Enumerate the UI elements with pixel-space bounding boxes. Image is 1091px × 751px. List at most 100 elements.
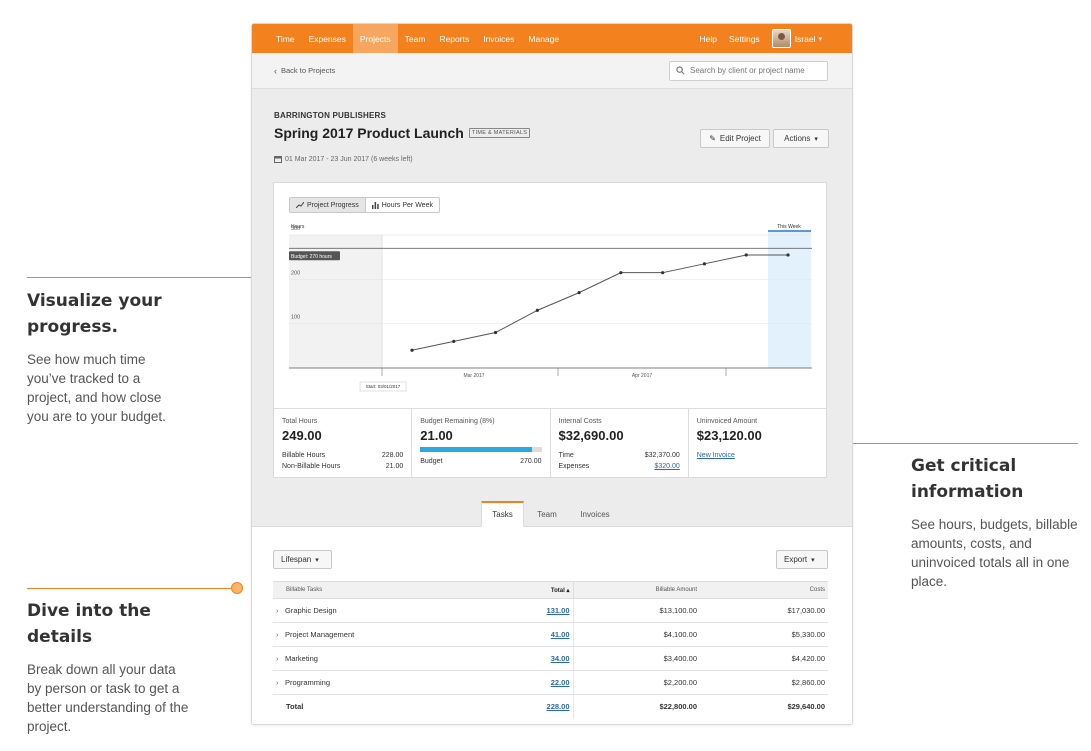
stat-total-hours: Total Hours 249.00 Billable Hours 228.00 … bbox=[274, 409, 413, 478]
lifespan-select[interactable]: Lifespan ▾ bbox=[273, 550, 332, 569]
task-name: Programming bbox=[285, 678, 331, 687]
start-label: Start: 03/01/2017 bbox=[366, 384, 401, 389]
actions-label: Actions bbox=[784, 134, 811, 143]
row-label: Expenses bbox=[558, 463, 590, 470]
tab-hours-per-week[interactable]: Hours Per Week bbox=[366, 198, 439, 212]
nav-help[interactable]: Help bbox=[699, 33, 717, 44]
row-value: 21.00 bbox=[385, 463, 404, 470]
tab-project-progress[interactable]: Project Progress bbox=[290, 198, 366, 212]
total-cell[interactable]: 22.00 bbox=[463, 670, 574, 695]
nav-item-time[interactable]: Time bbox=[276, 33, 295, 44]
tab-label: Project Progress bbox=[307, 201, 359, 209]
search-input[interactable] bbox=[690, 66, 820, 75]
app-window: Time Expenses Projects Team Reports Invoices M… bbox=[251, 23, 853, 725]
nav-item-expenses[interactable]: Expenses bbox=[308, 33, 346, 44]
stat-row: Non-Billable Hours 21.00 bbox=[282, 461, 403, 472]
costs-cell: $2,860.00 bbox=[700, 670, 828, 695]
avatar bbox=[771, 29, 791, 48]
stat-value: $32,690.00 bbox=[558, 428, 624, 443]
back-to-projects-link[interactable]: ‹ Back to Projects bbox=[274, 66, 335, 76]
budget-progress-bar bbox=[420, 447, 542, 452]
data-point bbox=[744, 253, 748, 257]
search-box[interactable] bbox=[669, 60, 828, 81]
total-cell[interactable]: 34.00 bbox=[463, 646, 574, 671]
chevron-right-icon: › bbox=[276, 678, 279, 687]
chart-view-toggle: Project Progress Hours Per Week bbox=[289, 197, 440, 213]
task-name: Project Management bbox=[285, 630, 355, 639]
data-point bbox=[493, 330, 498, 335]
user-menu[interactable]: Israel ▾ bbox=[766, 24, 828, 53]
expenses-link[interactable]: $320.00 bbox=[654, 463, 680, 470]
this-week-highlight bbox=[768, 231, 811, 368]
search-icon bbox=[676, 66, 685, 75]
progress-series-line bbox=[411, 254, 788, 351]
tab-invoices[interactable]: Invoices bbox=[580, 509, 610, 519]
total-hours-link[interactable]: 131.00 bbox=[546, 606, 570, 615]
chevron-right-icon: › bbox=[276, 630, 279, 639]
user-name: Israel bbox=[794, 33, 816, 44]
data-point bbox=[535, 308, 539, 312]
nav-item-manage[interactable]: Manage bbox=[528, 33, 560, 44]
col-total[interactable]: Total ▴ bbox=[463, 581, 574, 599]
col-costs[interactable]: Costs bbox=[700, 581, 828, 599]
project-stats: Total Hours 249.00 Billable Hours 228.00 … bbox=[274, 408, 826, 478]
costs-cell: $5,330.00 bbox=[700, 622, 828, 647]
new-invoice-link[interactable]: New Invoice bbox=[696, 452, 735, 459]
data-point bbox=[786, 253, 790, 257]
task-name: Marketing bbox=[285, 654, 318, 663]
stat-label: Total Hours bbox=[282, 418, 318, 425]
bar-chart-icon bbox=[371, 201, 379, 209]
nav-item-projects[interactable]: Projects bbox=[352, 24, 398, 53]
export-button[interactable]: Export ▾ bbox=[776, 550, 828, 569]
nav-item-reports[interactable]: Reports bbox=[439, 33, 470, 44]
nav-item-team[interactable]: Team bbox=[404, 33, 426, 44]
edit-project-button[interactable]: ✎ Edit Project bbox=[700, 129, 770, 148]
x-tick-label: Mar 2017 bbox=[463, 373, 484, 379]
table-row[interactable]: › Marketing 34.00 $3,400.00 $4,420.00 bbox=[273, 646, 828, 671]
table-row[interactable]: › Project Management 41.00 $4,100.00 $5,330.… bbox=[273, 622, 828, 647]
nav-item-invoices[interactable]: Invoices bbox=[483, 33, 515, 44]
table-row[interactable]: › Programming 22.00 $2,200.00 $2,860.00 bbox=[273, 670, 828, 695]
total-cell[interactable]: 41.00 bbox=[463, 622, 574, 647]
page-title: Spring 2017 Product Launch bbox=[274, 125, 464, 141]
y-tick-label: 100 bbox=[291, 315, 300, 321]
callout-title: Dive into the details bbox=[27, 601, 151, 647]
actions-button[interactable]: Actions ▾ bbox=[773, 129, 829, 148]
task-cell[interactable]: › Marketing bbox=[273, 646, 463, 671]
row-value: 270.00 bbox=[520, 458, 542, 465]
sub-bar: ‹ Back to Projects bbox=[252, 53, 852, 89]
total-label: Total bbox=[286, 702, 304, 712]
y-axis-label: Hours bbox=[291, 224, 305, 230]
total-hours-link[interactable]: 22.00 bbox=[550, 678, 570, 687]
tab-team[interactable]: Team bbox=[537, 509, 557, 519]
col-billable-tasks[interactable]: Billable Tasks bbox=[273, 581, 463, 599]
chevron-down-icon: ▾ bbox=[818, 35, 822, 43]
amount-cell: $4,100.00 bbox=[573, 622, 700, 647]
row-label: Non-Billable Hours bbox=[282, 463, 341, 470]
nav-settings[interactable]: Settings bbox=[728, 33, 760, 44]
tab-tasks[interactable]: Tasks bbox=[481, 501, 524, 527]
data-point bbox=[410, 348, 414, 352]
task-cell[interactable]: › Graphic Design bbox=[273, 598, 463, 623]
billing-type-badge: TIME & MATERIALS bbox=[468, 128, 531, 138]
total-hours-link[interactable]: 34.00 bbox=[550, 654, 570, 663]
chevron-left-icon: ‹ bbox=[274, 65, 277, 76]
row-label: Time bbox=[558, 452, 574, 459]
callout-dot-details bbox=[231, 582, 243, 594]
pencil-icon: ✎ bbox=[709, 134, 716, 143]
amount-cell: $2,200.00 bbox=[573, 670, 700, 695]
costs-cell: $4,420.00 bbox=[700, 646, 828, 671]
tab-label: Hours Per Week bbox=[381, 201, 433, 209]
lifespan-label: Lifespan bbox=[281, 555, 312, 564]
total-hours-link[interactable]: 228.00 bbox=[546, 702, 570, 712]
col-billable-amount[interactable]: Billable Amount bbox=[573, 581, 700, 599]
callout-leader-details bbox=[27, 588, 232, 589]
total-hours-link[interactable]: 41.00 bbox=[550, 630, 570, 639]
data-point bbox=[702, 262, 707, 266]
chevron-down-icon: ▾ bbox=[811, 556, 815, 564]
total-cell[interactable]: 131.00 bbox=[463, 598, 574, 623]
table-row[interactable]: › Graphic Design 131.00 $13,100.00 $17,030.0… bbox=[273, 598, 828, 623]
task-cell[interactable]: › Project Management bbox=[273, 622, 463, 647]
task-cell[interactable]: › Programming bbox=[273, 670, 463, 695]
amount-cell: $13,100.00 bbox=[573, 598, 700, 623]
